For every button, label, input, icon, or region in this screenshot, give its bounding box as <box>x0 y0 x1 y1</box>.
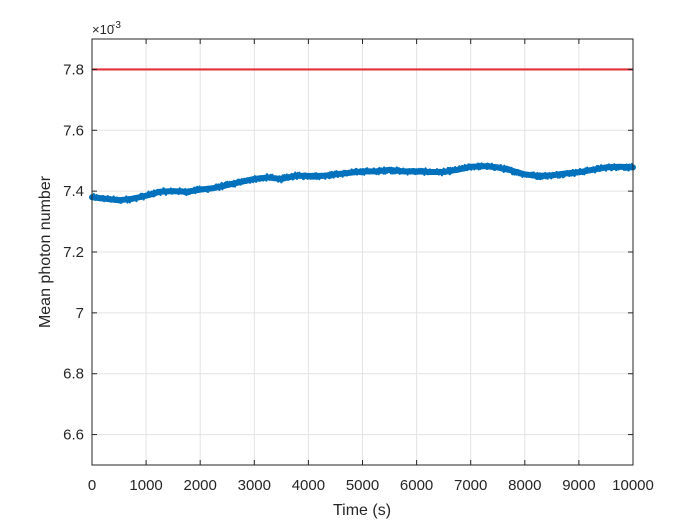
series-measurement-point <box>143 193 149 199</box>
series-measurement-point <box>332 171 338 177</box>
y-exponent-power: -3 <box>112 20 121 31</box>
series-measurement-point <box>305 173 311 179</box>
series-measurement-point <box>346 170 352 176</box>
series-measurement-point <box>549 172 555 178</box>
y-exponent: ×10 -3 <box>92 20 121 37</box>
series-measurement-point <box>292 173 298 179</box>
series-measurement-point <box>130 196 136 202</box>
y-axis-label: Mean photon number <box>37 175 54 328</box>
series-layer <box>89 68 636 204</box>
series-measurement-point <box>562 170 568 176</box>
series-measurement-point <box>265 174 271 180</box>
series-measurement-point <box>170 188 176 194</box>
x-tick-label: 2000 <box>184 477 217 494</box>
series-measurement-point <box>414 168 420 174</box>
y-tick-label: 7.8 <box>63 61 84 78</box>
series-measurement-point <box>184 189 190 195</box>
y-tick-label: 7 <box>76 305 84 322</box>
series-measurement-point <box>522 171 528 177</box>
x-tick-label: 9000 <box>562 477 595 494</box>
series-measurement-point <box>454 167 460 173</box>
series-measurement-point <box>400 168 406 174</box>
x-axis-label: Time (s) <box>333 502 391 519</box>
y-exponent-base: ×10 <box>92 22 114 37</box>
y-tick-label: 6.6 <box>63 427 84 444</box>
series-measurement-point <box>427 169 433 175</box>
x-tick-label: 6000 <box>400 477 433 494</box>
x-tick-label: 4000 <box>292 477 325 494</box>
series-measurement-point <box>441 169 447 175</box>
series-measurement-point <box>278 176 284 182</box>
series-measurement-point <box>468 164 474 170</box>
series-measurement-point <box>157 189 163 195</box>
series-measurement-point <box>481 163 487 169</box>
y-tick-label: 7.4 <box>63 183 84 200</box>
series-measurement-point <box>535 173 541 179</box>
y-tick-label: 7.6 <box>63 122 84 139</box>
ticks: 0 1000 2000 3000 4000 5000 6000 7000 8000 9000 100… <box>63 39 654 494</box>
series-measurement-point <box>319 173 325 179</box>
series-measurement-point <box>197 187 203 193</box>
x-tick-label: 10000 <box>612 477 654 494</box>
series-measurement-point <box>251 176 257 182</box>
series-measurement-point <box>211 185 217 191</box>
series-measurement-point <box>576 169 582 175</box>
series-measurement-point <box>603 164 609 170</box>
x-tick-label: 5000 <box>346 477 379 494</box>
series-measurement-point <box>508 167 514 173</box>
y-tick-label: 7.2 <box>63 244 84 261</box>
series-measurement-point <box>589 167 595 173</box>
series-measurement-point <box>495 164 501 170</box>
series-measurement-point <box>238 179 244 185</box>
series-measurement-point <box>103 196 109 202</box>
x-tick-label: 1000 <box>129 477 162 494</box>
series-measurement-point <box>360 168 365 174</box>
x-tick-label: 3000 <box>238 477 271 494</box>
series-measurement-point <box>387 167 393 173</box>
x-tick-label: 0 <box>88 477 96 494</box>
series-measurement-point <box>373 168 379 174</box>
series-measurement-point <box>224 182 230 188</box>
y-tick-label: 6.8 <box>63 366 84 383</box>
x-tick-label: 7000 <box>454 477 487 494</box>
series-measurement-point <box>116 197 122 203</box>
x-tick-label: 8000 <box>508 477 541 494</box>
series-measurement-point <box>616 164 622 170</box>
